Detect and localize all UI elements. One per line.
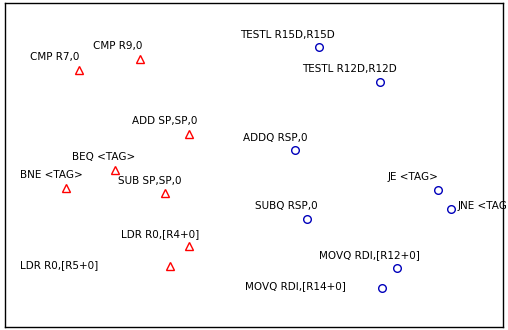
Text: SUBQ RSP,0: SUBQ RSP,0 <box>255 201 318 211</box>
Text: BNE <TAG>: BNE <TAG> <box>20 170 82 180</box>
Text: SUB SP,SP,0: SUB SP,SP,0 <box>118 176 181 186</box>
Text: CMP R9,0: CMP R9,0 <box>93 41 143 50</box>
Text: LDR R0,[R4+0]: LDR R0,[R4+0] <box>121 229 199 239</box>
Text: BEQ <TAG>: BEQ <TAG> <box>72 152 135 162</box>
Text: CMP R7,0: CMP R7,0 <box>29 52 79 62</box>
Text: TESTL R12D,R12D: TESTL R12D,R12D <box>302 64 397 74</box>
Text: MOVQ RDI,[R12+0]: MOVQ RDI,[R12+0] <box>319 250 420 260</box>
Text: ADD SP,SP,0: ADD SP,SP,0 <box>133 116 198 126</box>
Text: JE <TAG>: JE <TAG> <box>387 172 438 182</box>
Text: JNE <TAG>: JNE <TAG> <box>458 201 508 211</box>
Text: TESTL R15D,R15D: TESTL R15D,R15D <box>240 30 335 40</box>
Text: LDR R0,[R5+0]: LDR R0,[R5+0] <box>20 260 98 270</box>
Text: ADDQ RSP,0: ADDQ RSP,0 <box>243 133 308 143</box>
Text: MOVQ RDI,[R14+0]: MOVQ RDI,[R14+0] <box>245 280 346 291</box>
